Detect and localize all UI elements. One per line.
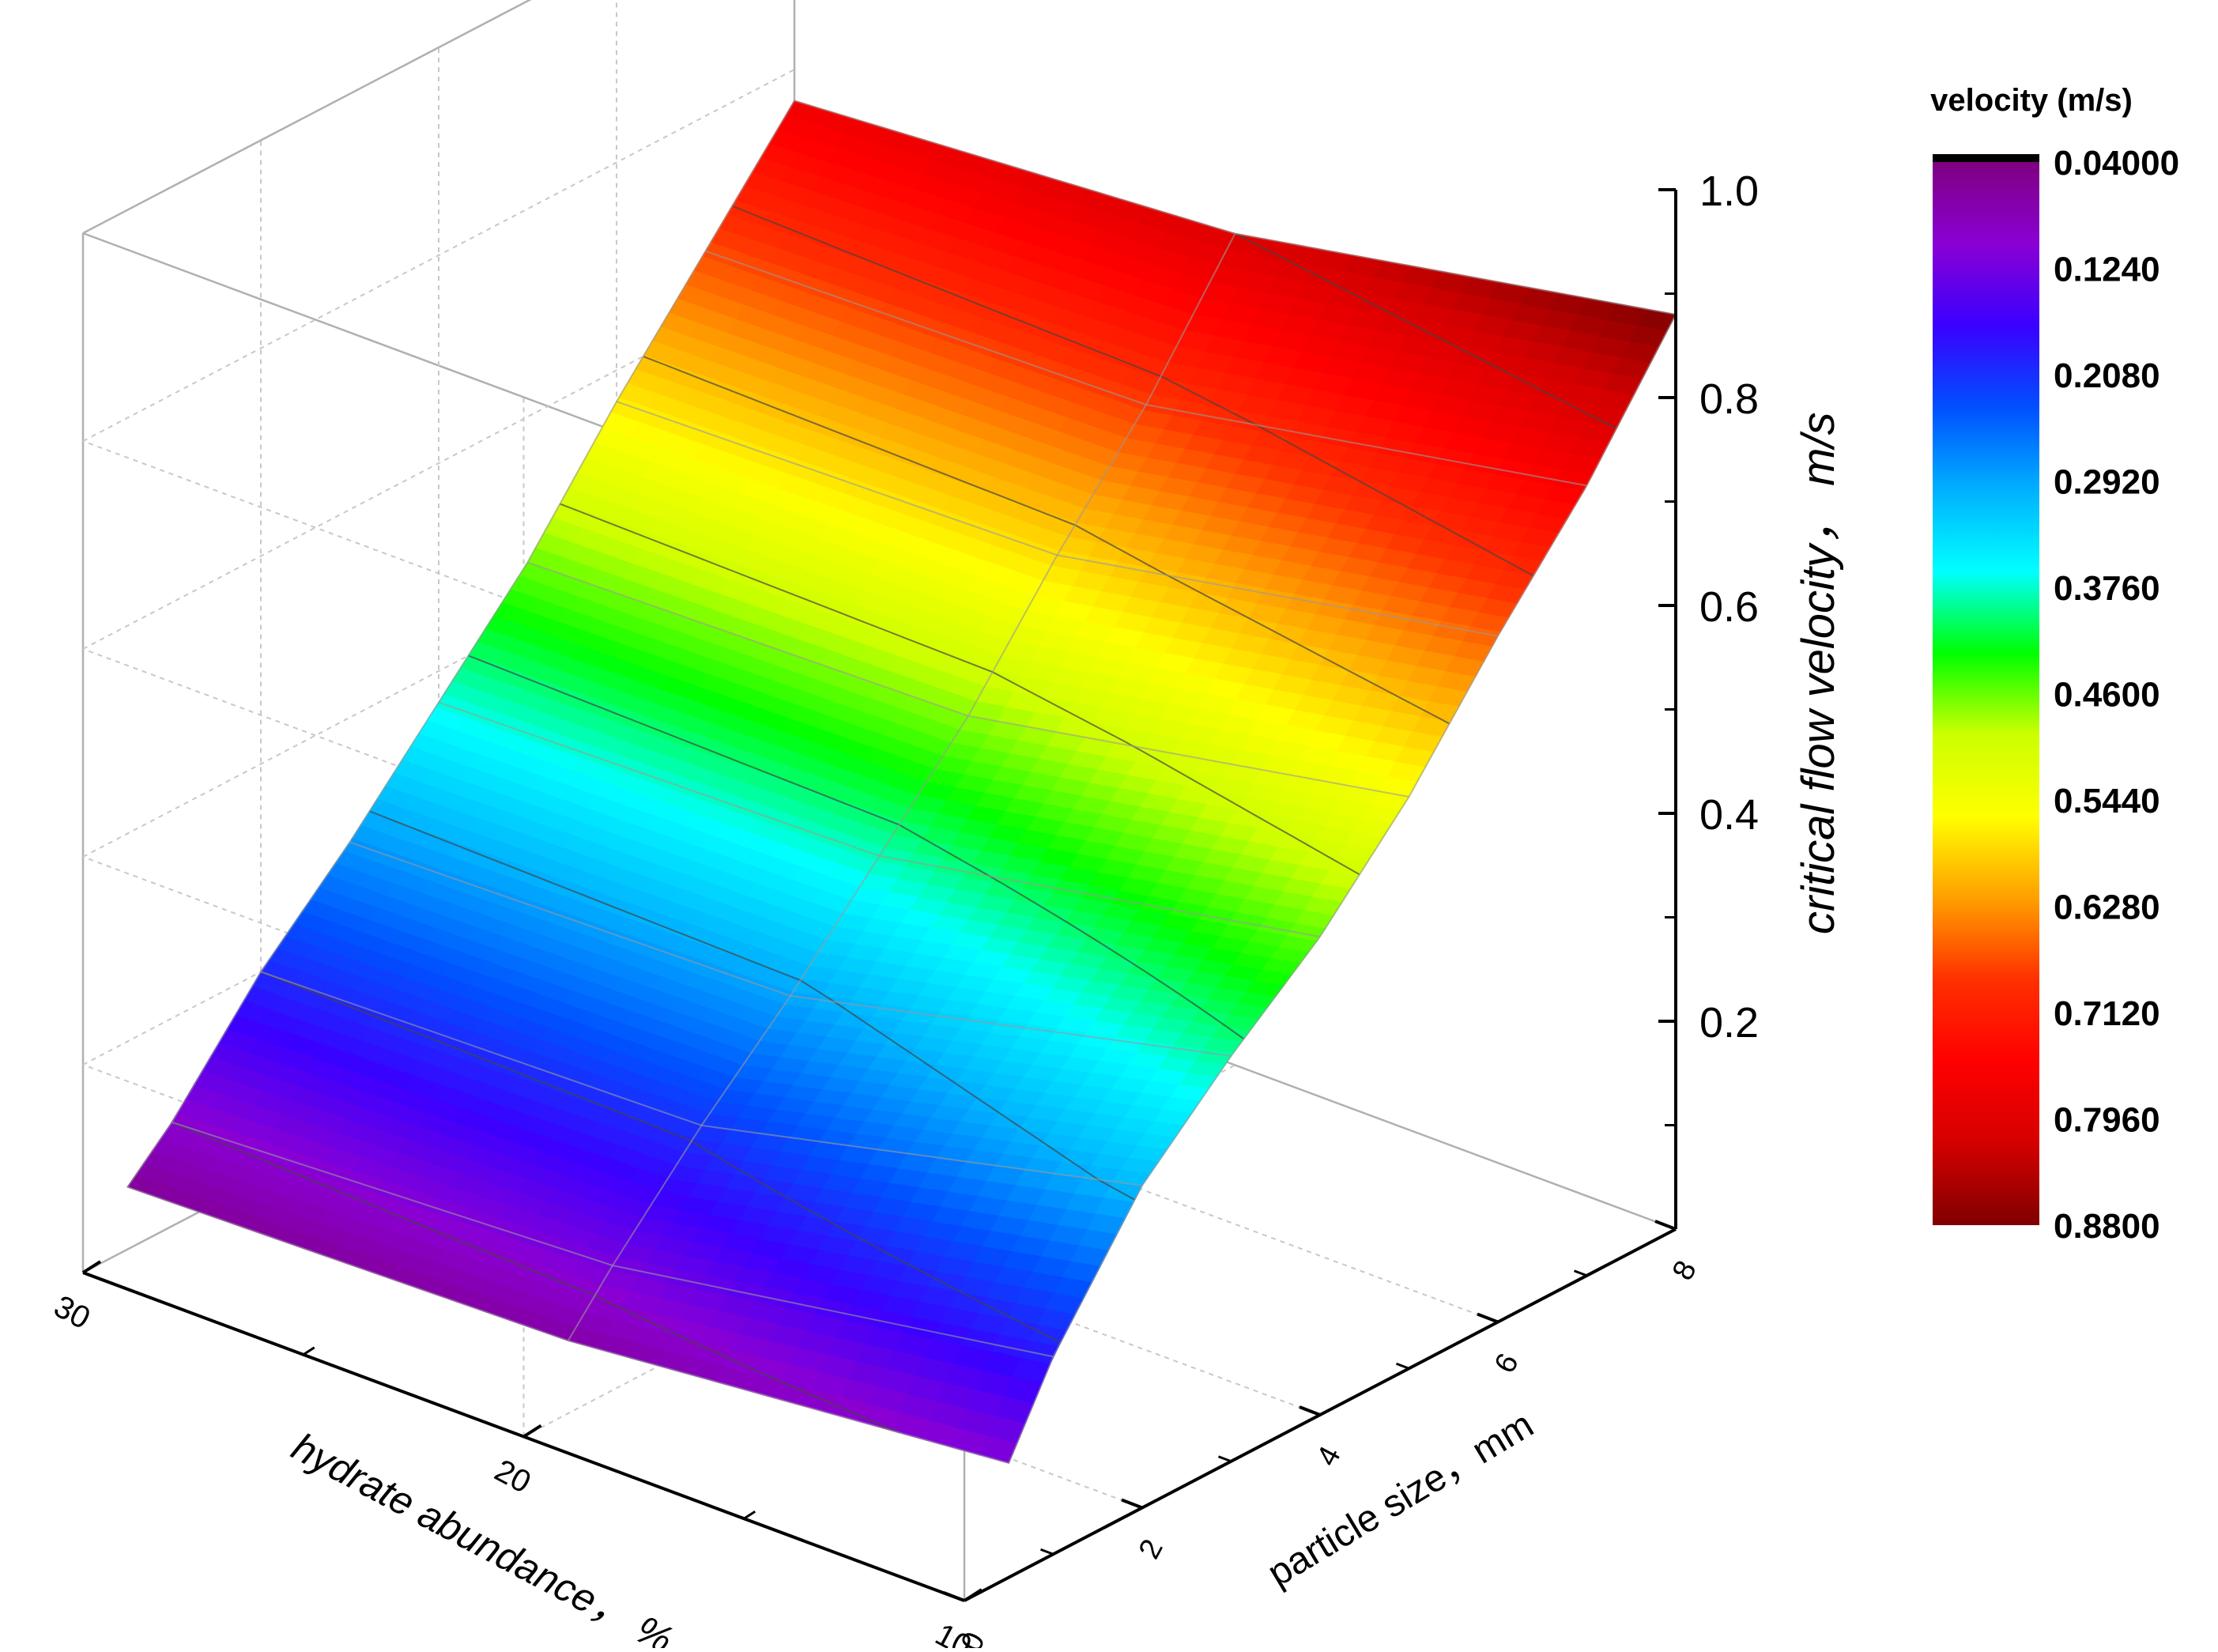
mesh-line	[172, 1121, 1054, 1358]
mesh-line	[527, 561, 1409, 798]
colorbar-tick-label: 0.6280	[2054, 888, 2160, 927]
grid-line	[82, 485, 795, 858]
x-tick	[1121, 1498, 1143, 1510]
y-minor-tick	[743, 1510, 756, 1520]
contour-line	[1235, 232, 1617, 430]
mesh-line	[616, 401, 1499, 637]
x-tick-label: 0	[955, 1627, 992, 1648]
surface-mesh	[126, 100, 1677, 1464]
z-tick-label: 0.6	[1699, 583, 1759, 631]
mesh-line	[794, 100, 1677, 315]
x-tick-label: 8	[1666, 1255, 1703, 1285]
colorbar-top-cap	[1933, 154, 2039, 162]
wall-edge	[82, 0, 532, 235]
x-tick-label: 2	[1133, 1534, 1170, 1564]
y-tick	[963, 1588, 983, 1602]
colorbar-tick-label: 0.3760	[2054, 569, 2160, 608]
x-tick	[943, 1591, 965, 1602]
colorbar-tick-label: 0.1240	[2054, 251, 2160, 289]
mesh-lines	[126, 100, 1677, 1464]
colorbar-tick-label: 0.7120	[2054, 994, 2160, 1033]
z-tick-label: 0.8	[1699, 375, 1759, 423]
x-minor-tick	[1217, 1455, 1232, 1463]
x-minor-tick	[1039, 1548, 1054, 1556]
colorbar-tick-label: 0.2920	[2054, 463, 2160, 502]
x-tick-label: 6	[1488, 1348, 1526, 1379]
mesh-line	[438, 701, 1321, 938]
colorbar-gradient	[1933, 162, 2039, 1225]
x-tick	[1654, 1220, 1677, 1231]
colorbar: velocity (m/s) 0.04000 0.1240 0.2080 0.2920…	[1930, 83, 2179, 1246]
x-tick-label: 4	[1311, 1441, 1348, 1471]
colorbar-tick-label: 0.5440	[2054, 782, 2160, 820]
z-axis-label: critical flow velocity， m/s	[1793, 412, 1844, 934]
mesh-line	[705, 250, 1587, 487]
x-minor-tick	[1573, 1269, 1588, 1277]
y-tick	[522, 1424, 542, 1439]
x-tick	[1299, 1405, 1321, 1416]
colorbar-tick-label: 0.7960	[2054, 1101, 2160, 1140]
grid-line	[82, 277, 795, 650]
mesh-line	[126, 1186, 1009, 1464]
mesh-line	[349, 841, 1232, 1057]
x-tick	[1477, 1312, 1499, 1324]
x-axis-label: particle size，mm	[1261, 1404, 1541, 1595]
z-tick-label: 0.4	[1699, 791, 1759, 839]
y-tick-label: 30	[48, 1289, 96, 1337]
y-axis-label: hydrate abundance， %	[285, 1424, 680, 1648]
colorbar-tick-label: 0.04000	[2054, 144, 2179, 183]
colorbar-tick-label: 0.4600	[2054, 676, 2160, 715]
x-minor-tick	[1395, 1362, 1410, 1370]
y-tick-label: 20	[489, 1453, 537, 1500]
colorbar-tick-label: 0.8800	[2054, 1207, 2160, 1246]
colorbar-title: velocity (m/s)	[1930, 83, 2133, 118]
colorbar-tick-label: 0.2080	[2054, 356, 2160, 395]
y-minor-tick	[302, 1346, 315, 1356]
y-tick	[81, 1260, 102, 1274]
grid-line	[82, 69, 795, 442]
contour-line	[172, 1121, 900, 1434]
mesh-line	[260, 971, 1143, 1186]
z-tick-label: 1.0	[1699, 168, 1759, 215]
z-tick-label: 0.2	[1699, 999, 1759, 1047]
